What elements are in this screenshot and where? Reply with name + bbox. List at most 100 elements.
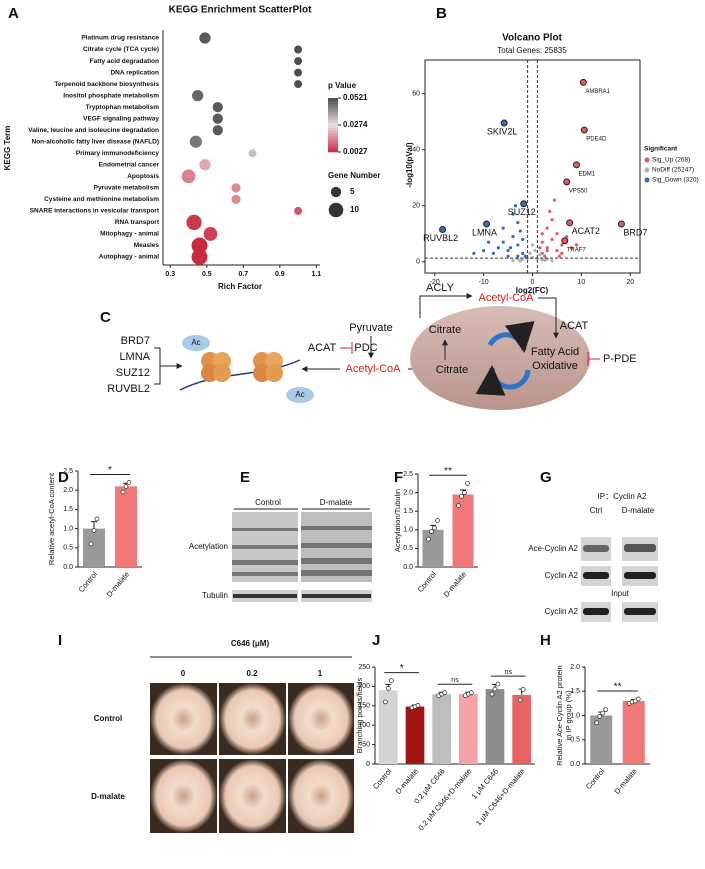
- y-tick-label: 2.5: [63, 468, 73, 475]
- y-tick-label: 2.5: [403, 471, 413, 478]
- y-tick-label: 2.0: [63, 487, 73, 494]
- point: [545, 248, 549, 253]
- point: [456, 503, 461, 508]
- y-tick-label: 0.5: [570, 737, 580, 744]
- y-tick-label: 0.0: [63, 564, 73, 571]
- blot-g: IP：Cyclin A2 Ctrl D-malate Ace-Cyclin A2…: [528, 492, 658, 622]
- col-label: 1: [318, 669, 323, 678]
- y-axis-label: Relative Ace-Cyclin A2 protein: [555, 665, 564, 765]
- point: [545, 246, 549, 250]
- colorbar: [328, 108, 338, 112]
- point: [543, 258, 547, 262]
- panel-label: E: [240, 469, 250, 486]
- y-tick-label: 0.0: [570, 761, 580, 768]
- legend-title: Gene Number: [328, 171, 380, 180]
- x-tick-label: 0.2 μM C646+D-malate: [416, 767, 473, 832]
- gene-label: BRD7: [623, 227, 647, 237]
- inhibit: [587, 352, 600, 366]
- legend-title: Significant: [644, 146, 678, 153]
- point: [521, 237, 525, 241]
- gene-label: LMNA: [472, 227, 497, 237]
- point: [506, 248, 510, 253]
- ac-mark: [286, 387, 314, 403]
- bar: [432, 694, 451, 764]
- point: [382, 699, 388, 705]
- y-tick-label: VEGF signaling pathway: [83, 115, 159, 122]
- organoid-images: [150, 683, 354, 833]
- y-tick-label: Apoptosis: [127, 173, 159, 180]
- point: [199, 159, 211, 171]
- y-axis-label: Acetylation/Tubulin: [393, 489, 402, 552]
- point: [600, 710, 606, 716]
- point: [538, 253, 542, 257]
- panel-label: I: [58, 632, 62, 649]
- citrate: Citrate: [429, 324, 461, 336]
- bar: [512, 694, 531, 764]
- y-axis-label: -log10(pVal): [405, 142, 414, 188]
- y-tick-label: 0.5: [403, 545, 413, 552]
- dna: [179, 359, 301, 391]
- gene-label: PDE4D: [586, 137, 607, 143]
- x-tick-label: -20: [430, 279, 440, 286]
- x-tick-label: 0: [531, 279, 535, 286]
- size-label: 5: [350, 187, 355, 196]
- diagram: BRD7 LMNA SUZ12 RUVBL2 Ac Ac Acetyl-CoA …: [107, 282, 637, 410]
- colorbar: [328, 111, 338, 115]
- point: [294, 68, 303, 77]
- colorbar-label: 0.0027: [343, 147, 368, 156]
- annotated-gene: [500, 119, 508, 127]
- y-axis-label: Relative acetyl-CoA content: [47, 472, 56, 565]
- lane-label: Ctrl: [590, 506, 603, 515]
- y-tick-label: 1.0: [403, 527, 413, 534]
- annotated-gene: [439, 226, 447, 234]
- point: [521, 251, 525, 255]
- point: [511, 234, 515, 239]
- bands: [232, 526, 372, 576]
- y-tick-label: 1.0: [570, 712, 580, 719]
- point: [518, 259, 522, 263]
- gene-label: RUVBL2: [423, 233, 458, 243]
- y-tick-label: 1.5: [63, 506, 73, 513]
- group-label: D-malate: [320, 498, 353, 507]
- x-axis-label: Rich Factor: [218, 282, 262, 291]
- y-tick-label: 100: [358, 722, 370, 729]
- inhibit: [340, 342, 353, 354]
- point: [635, 696, 641, 702]
- point: [191, 249, 208, 265]
- panel-label: A: [8, 5, 19, 22]
- gene-label: TRAF7: [567, 247, 587, 253]
- y-tick-label: Valine, leucine and isoleucine degradati…: [28, 127, 159, 134]
- cycle-arrow: [487, 320, 535, 353]
- mitochondrion: [410, 306, 590, 410]
- ac-mark: [182, 335, 210, 351]
- point: [385, 685, 391, 691]
- gene-label: AMBRA1: [585, 89, 610, 95]
- point: [94, 516, 100, 522]
- colorbar: [328, 100, 338, 104]
- pyruvate: Pyruvate: [349, 322, 392, 334]
- x-tick-label: D-malate: [105, 570, 131, 599]
- colorbar: [328, 130, 338, 134]
- y-tick-label: 60: [412, 90, 420, 97]
- bar: [405, 706, 425, 764]
- point: [520, 687, 526, 692]
- colorbar: [328, 143, 338, 147]
- y-tick-label: Fatty acid degradation: [90, 58, 159, 65]
- input-label: Input: [611, 589, 630, 598]
- ppde: P-PDE: [603, 353, 637, 365]
- legend-key: [644, 167, 650, 173]
- point: [294, 206, 303, 215]
- bar: [422, 529, 444, 567]
- row-label: Cyclin A2: [545, 571, 579, 580]
- colorbar-label: 0.0521: [343, 93, 368, 102]
- point: [426, 536, 431, 542]
- chart-title: KEGG Enrichment ScatterPlot: [169, 5, 312, 16]
- gene-label: EDM1: [578, 171, 595, 177]
- y-tick-label: 2.0: [570, 664, 580, 671]
- point: [192, 89, 204, 102]
- y-tick-label: 20: [412, 203, 420, 210]
- row-label: Acetylation: [189, 542, 228, 551]
- panel-label: B: [436, 5, 447, 22]
- point: [555, 248, 559, 253]
- acetyl-coa: Acetyl-CoA: [345, 363, 401, 375]
